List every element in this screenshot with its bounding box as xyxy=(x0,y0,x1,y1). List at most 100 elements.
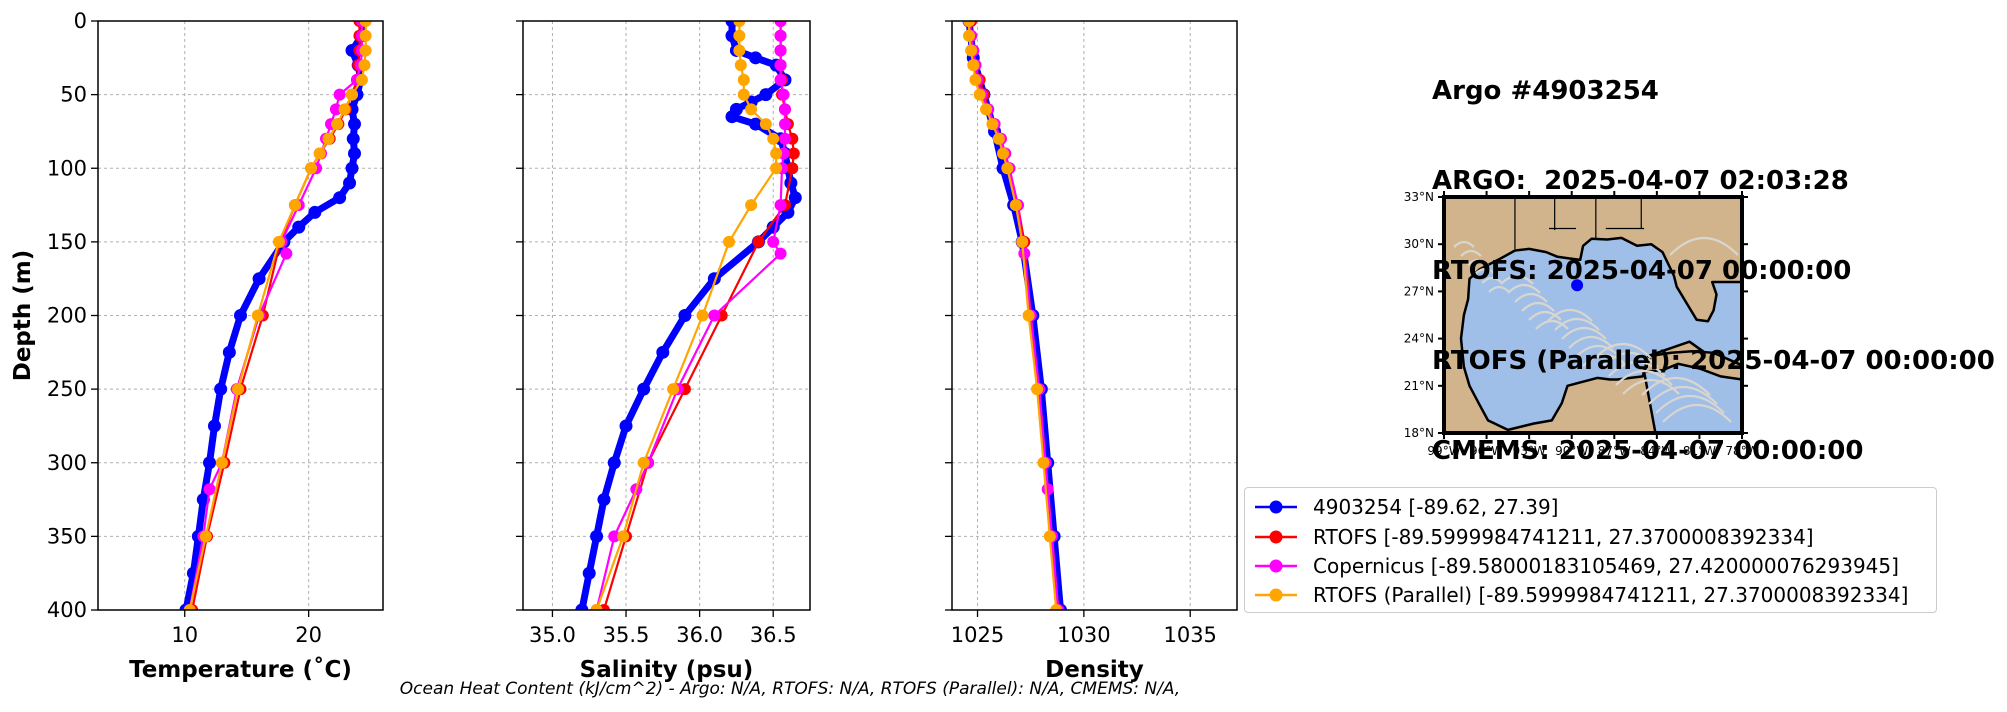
data-point xyxy=(345,161,359,175)
legend-label-rtofs-parallel: RTOFS (Parallel) [-89.5999984741211, 27.… xyxy=(1313,583,1909,607)
data-point xyxy=(986,118,999,131)
data-point xyxy=(597,493,611,507)
map-lat-label: 21°N xyxy=(1404,379,1434,393)
y-tick-label: 100 xyxy=(47,156,87,180)
map-streamline xyxy=(1601,352,1659,368)
x-axis-label: Salinity (psu) xyxy=(580,657,754,683)
legend-item-rtofs: RTOFS [-89.5999984741211, 27.37000083923… xyxy=(1253,523,1814,551)
data-point xyxy=(997,147,1010,160)
map-streamline xyxy=(1641,376,1711,396)
x-tick-label: 1035 xyxy=(1163,623,1216,647)
data-point xyxy=(232,383,245,396)
map-lat-label: 18°N xyxy=(1404,426,1434,440)
data-point xyxy=(774,73,787,86)
data-point xyxy=(980,103,993,116)
data-point xyxy=(222,345,236,359)
data-point xyxy=(1050,604,1063,610)
legend-label-copernicus: Copernicus [-89.58000183105469, 27.42000… xyxy=(1313,554,1899,578)
y-tick-label: 200 xyxy=(47,304,87,328)
map-streamline xyxy=(1467,258,1489,266)
data-point xyxy=(752,235,765,248)
map-streamline xyxy=(1507,283,1541,294)
data-point xyxy=(575,603,589,610)
title-line-argo-time: ARGO: 2025-04-07 02:03:28 xyxy=(1432,166,1849,196)
data-point xyxy=(778,103,791,116)
y-tick-label: 50 xyxy=(60,83,87,107)
data-point xyxy=(778,118,791,131)
map-lon-label: 96°W xyxy=(1470,444,1503,458)
data-point xyxy=(696,309,709,322)
map-body xyxy=(1444,197,1742,433)
data-point xyxy=(733,29,746,42)
data-point xyxy=(346,88,359,101)
map-lat-label: 27°N xyxy=(1404,284,1434,298)
data-point xyxy=(313,147,326,160)
data-point xyxy=(749,51,763,65)
map-streamline xyxy=(1655,394,1725,414)
data-point xyxy=(338,103,351,116)
data-point xyxy=(358,59,371,72)
data-point xyxy=(973,88,986,101)
data-point xyxy=(733,21,746,27)
data-point xyxy=(343,176,357,190)
data-point xyxy=(967,59,980,72)
data-point xyxy=(786,162,799,175)
legend-marker-rtofs xyxy=(1255,530,1297,544)
data-point xyxy=(619,419,633,433)
y-tick-label: 350 xyxy=(47,524,87,548)
data-point xyxy=(767,132,780,145)
data-point xyxy=(215,456,228,469)
data-point xyxy=(734,59,747,72)
data-point xyxy=(280,247,293,260)
legend-label-argo: 4903254 [-89.62, 27.39] xyxy=(1313,495,1559,519)
data-point xyxy=(203,483,216,496)
data-point xyxy=(667,383,680,396)
x-tick-label: 36.0 xyxy=(676,623,723,647)
panel-salinity: 35.0 35.5 36.0 36.5 Salinity (psu) xyxy=(516,20,811,683)
legend: 4903254 [-89.62, 27.39] RTOFS [-89.59999… xyxy=(1244,487,1937,613)
map-streamline xyxy=(1615,370,1673,386)
y-axis-label: Depth (m) xyxy=(10,250,36,382)
data-point xyxy=(774,59,787,72)
data-point xyxy=(737,88,750,101)
legend-marker-argo xyxy=(1255,500,1297,514)
data-point xyxy=(770,162,783,175)
data-point xyxy=(778,132,791,145)
data-point xyxy=(183,604,196,610)
data-point xyxy=(745,199,758,212)
data-point xyxy=(749,117,763,131)
data-point xyxy=(774,247,787,260)
panel-density: 1025 1030 1035 Density xyxy=(945,20,1238,683)
data-point xyxy=(774,29,787,42)
plot-area-salinity xyxy=(575,21,802,610)
data-point xyxy=(787,147,800,160)
data-point xyxy=(637,456,650,469)
data-point xyxy=(774,199,787,212)
data-point xyxy=(607,456,621,470)
data-point xyxy=(348,117,361,131)
data-point xyxy=(1009,199,1022,212)
map-lat-label: 30°N xyxy=(1404,237,1434,251)
plot-area-density xyxy=(962,21,1067,610)
data-point xyxy=(767,235,780,248)
data-point xyxy=(333,191,347,205)
data-point xyxy=(788,191,802,205)
map-lon-label: 93°W xyxy=(1513,444,1546,458)
data-point xyxy=(214,382,228,396)
x-tick-label: 36.5 xyxy=(750,623,797,647)
data-point xyxy=(289,199,302,212)
map-streamline xyxy=(1608,361,1666,377)
title-line-rtofs-time: RTOFS: 2025-04-07 00:00:00 xyxy=(1432,256,1852,286)
data-point xyxy=(1016,235,1029,248)
data-point xyxy=(292,220,306,234)
data-point xyxy=(759,88,773,102)
map-streamline xyxy=(1575,344,1621,358)
data-point xyxy=(355,73,368,86)
data-point xyxy=(203,456,217,470)
map-streamline xyxy=(1535,319,1569,330)
data-point xyxy=(582,566,596,580)
ocean-heat-content-footer: Ocean Heat Content (kJ/cm^2) - Argo: N/A… xyxy=(399,679,1181,699)
title-line-argo-id: Argo #4903254 xyxy=(1432,76,1659,106)
map-streamline xyxy=(1622,379,1680,395)
